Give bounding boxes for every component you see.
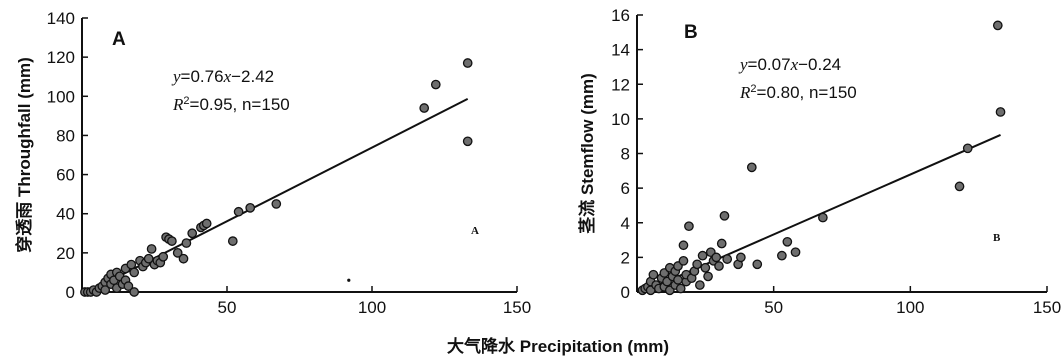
data-point: [187, 228, 198, 239]
x-tick-label: 100: [896, 298, 924, 317]
y-tick-label: 4: [621, 214, 630, 233]
data-point: [675, 283, 686, 294]
data-point: [158, 251, 169, 262]
y-axis-label: 穿透雨 Throughfall (mm): [14, 57, 34, 252]
data-point: [684, 221, 694, 232]
x-tick-label: 50: [764, 298, 783, 317]
data-point: [746, 162, 757, 173]
data-point: [752, 259, 763, 270]
data-point: [181, 238, 192, 248]
data-point: [719, 210, 730, 221]
data-point: [227, 236, 238, 246]
data-point: [123, 281, 134, 291]
data-point: [129, 267, 140, 278]
data-point: [995, 107, 1006, 117]
panel-b: 0 2 4 6 8 10 12 14 16 50 100 150 茎流 Stemflow (mm) B By…: [577, 6, 1061, 317]
data-point: [201, 218, 212, 229]
y-tick-label: 120: [47, 48, 75, 67]
data-point: [700, 262, 711, 273]
panel-label: B: [684, 22, 698, 43]
r-squared-label: R2=0.80, n=150: [739, 83, 857, 102]
data-point: [962, 143, 973, 154]
y-tick-label: 80: [56, 126, 75, 145]
data-point: [790, 247, 801, 258]
data-point: [736, 252, 746, 263]
y-axis-label: 茎流 Stemflow (mm): [577, 73, 597, 234]
y-tick-label: 8: [621, 145, 630, 164]
data-point: [711, 252, 722, 263]
data-point: [143, 253, 154, 264]
x-axis-label: 大气降水 Precipitation (mm): [447, 336, 669, 356]
data-point: [100, 285, 111, 295]
data-point: [271, 199, 282, 209]
data-point: [678, 255, 689, 266]
data-point: [146, 244, 157, 254]
x-tick-label: 150: [1033, 298, 1061, 317]
y-tick-label: 10: [611, 110, 630, 129]
x-tick-label: 100: [358, 298, 386, 317]
x-tick-label: 50: [218, 298, 237, 317]
y-tick-label: 16: [611, 6, 630, 25]
data-point: [178, 253, 189, 264]
data-point: [777, 250, 787, 261]
y-tick-label: 0: [66, 283, 75, 302]
r-squared-label: R2=0.95, n=150: [172, 95, 290, 114]
data-point: [954, 181, 965, 192]
data-point: [648, 269, 659, 280]
data-point: [245, 202, 256, 213]
data-point: [167, 236, 177, 246]
regression-equation: y=0.76x−2.42: [171, 67, 274, 86]
y-tick-label: 60: [56, 166, 75, 185]
x-tick-label: 150: [503, 298, 531, 317]
data-point: [172, 248, 183, 258]
data-point: [714, 261, 724, 271]
y-tick-label: 140: [47, 9, 75, 28]
y-tick-label: 40: [56, 205, 75, 224]
y-tick-label: 20: [56, 244, 75, 263]
panel-label: A: [112, 29, 126, 50]
data-point: [419, 103, 430, 113]
y-tick-label: 0: [621, 283, 630, 302]
data-point: [462, 58, 473, 68]
data-point: [233, 206, 244, 217]
data-point: [703, 271, 713, 282]
y-tick-label: 2: [621, 248, 630, 267]
data-point: [678, 240, 689, 251]
y-tick-label: 12: [611, 75, 630, 94]
data-point: [692, 259, 702, 270]
corner-label: A: [471, 225, 479, 237]
panel-a: 0 20 40 60 80 100 120 140 50 100 150 穿透雨 Throughfal…: [14, 9, 531, 317]
data-point: [462, 136, 473, 147]
stray-point: [347, 278, 351, 282]
corner-label: B: [993, 232, 1001, 244]
data-point: [818, 212, 828, 223]
y-tick-label: 100: [47, 87, 75, 106]
data-point: [992, 20, 1003, 31]
y-tick-label: 6: [621, 179, 630, 198]
data-point: [722, 254, 733, 264]
y-tick-label: 14: [611, 41, 630, 60]
data-point: [129, 287, 140, 297]
data-point: [782, 236, 793, 247]
data-point: [697, 250, 708, 261]
data-point: [716, 238, 727, 249]
regression-equation: y=0.07x−0.24: [738, 55, 841, 74]
data-point: [673, 275, 683, 285]
data-point: [126, 259, 137, 270]
data-point: [695, 280, 705, 290]
data-point: [430, 79, 441, 90]
